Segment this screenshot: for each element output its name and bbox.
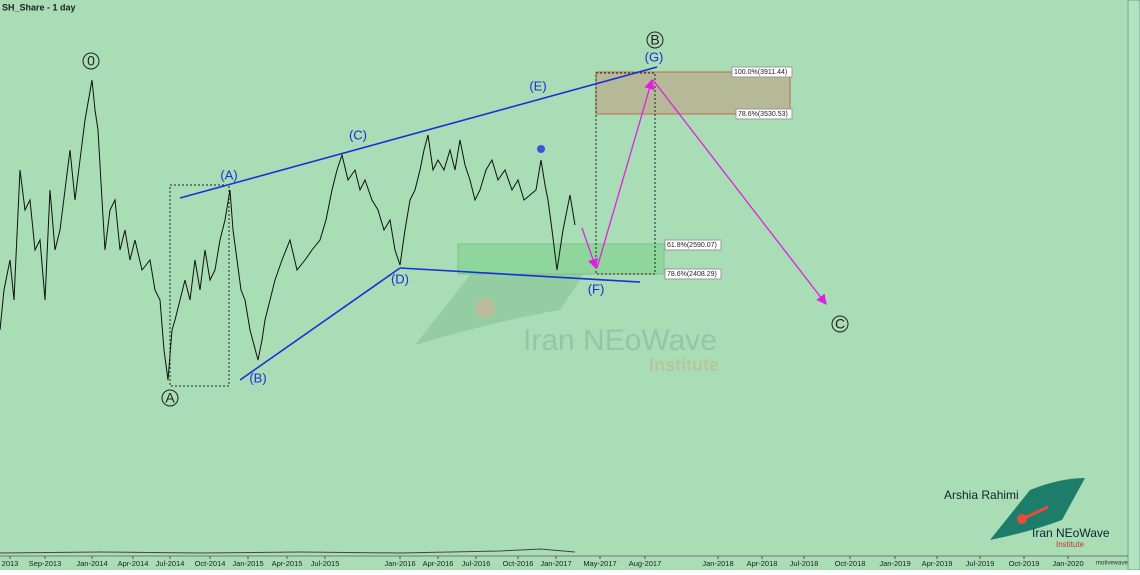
wave-label: (F) [588, 281, 605, 296]
watermark-sub: Institute [649, 355, 719, 375]
target-zone [595, 71, 791, 115]
signature-sub: Institute [1056, 540, 1085, 549]
x-tick-label: Jul-2015 [311, 559, 340, 568]
x-tick-label: Jan-2017 [540, 559, 571, 568]
x-tick-label: May-2017 [583, 559, 616, 568]
arrow [581, 227, 598, 270]
chart-title: SH_Share - 1 day [2, 2, 76, 12]
price-line [0, 79, 576, 381]
x-tick-label: Aug-2017 [629, 559, 662, 568]
fib-label-box [731, 66, 793, 78]
fib-label: 61.8%(2590.07) [667, 242, 717, 249]
dashed-box [595, 72, 656, 275]
x-tick-label: Oct-2016 [503, 559, 534, 568]
circle [646, 31, 664, 49]
signature-logo [990, 478, 1085, 540]
trend-line [399, 267, 641, 283]
x-tick-label: Apr-2014 [118, 559, 149, 568]
signature-line [1021, 505, 1049, 521]
volume [0, 548, 576, 554]
fib-label-box [664, 239, 722, 251]
x-tick-label: Jul-2014 [156, 559, 185, 568]
wave-label: B [650, 32, 659, 48]
fib-label: 100.0%(3911.44) [734, 69, 787, 76]
x-tick-label: Apr-2018 [747, 559, 778, 568]
x-tick-label: Jul-2019 [966, 559, 995, 568]
wave-label: (E) [529, 78, 546, 93]
fib-label-box [664, 268, 722, 280]
signature-name: Iran NEoWave [1032, 526, 1110, 540]
fib-label-box [735, 108, 793, 120]
x-tick-label: Jan-2015 [232, 559, 263, 568]
x-tick-label: Sep-2013 [29, 559, 62, 568]
wave-label: (C) [349, 127, 367, 142]
signature-author: Arshia Rahimi [944, 488, 1019, 502]
x-tick-label: 2013 [2, 559, 19, 568]
wave-label: (G) [645, 49, 664, 64]
x-tick-label: Jan-2019 [879, 559, 910, 568]
arrow [596, 78, 655, 269]
x-tick-label: Jul-2018 [790, 559, 819, 568]
x-tick-label: Jan-2016 [384, 559, 415, 568]
circle [161, 389, 179, 407]
circles [82, 31, 849, 407]
circle [831, 315, 849, 333]
x-tick-label: Apr-2016 [423, 559, 454, 568]
x-tick-label: Jan-2014 [76, 559, 107, 568]
trend-line [239, 267, 401, 381]
x-tick-label: Jan-2020 [1052, 559, 1083, 568]
projection-arrows [581, 78, 827, 306]
x-tick-label: Oct-2014 [195, 559, 226, 568]
circle [82, 52, 100, 70]
x-tick-label: Apr-2019 [922, 559, 953, 568]
x-tick-label: Apr-2015 [272, 559, 303, 568]
fib-label: 78.6%(3530.53) [738, 111, 788, 118]
wave-label: A [165, 390, 175, 406]
fib-label: 78.6%(2408.29) [667, 271, 717, 278]
x-tick-label: Jul-2016 [462, 559, 491, 568]
x-tick-label: Oct-2019 [1009, 559, 1040, 568]
support-zone [457, 243, 665, 275]
x-tick-label: Oct-2018 [835, 559, 866, 568]
watermark-name: Iran NEoWave [523, 324, 717, 357]
wave-label: 0 [87, 53, 95, 69]
wave-label: (D) [391, 271, 409, 286]
x-tick-label: Jan-2018 [702, 559, 733, 568]
dashed-box [169, 184, 230, 387]
wave-label: C [835, 316, 845, 332]
vendor: motivewave [1096, 561, 1128, 567]
wave-label: (A) [220, 167, 237, 182]
y-axis-strip [1127, 0, 1140, 571]
trend-line [179, 66, 658, 199]
watermark-dot [475, 298, 495, 318]
marker [537, 145, 545, 153]
wave-label: (B) [249, 370, 266, 385]
arrow [652, 79, 827, 306]
